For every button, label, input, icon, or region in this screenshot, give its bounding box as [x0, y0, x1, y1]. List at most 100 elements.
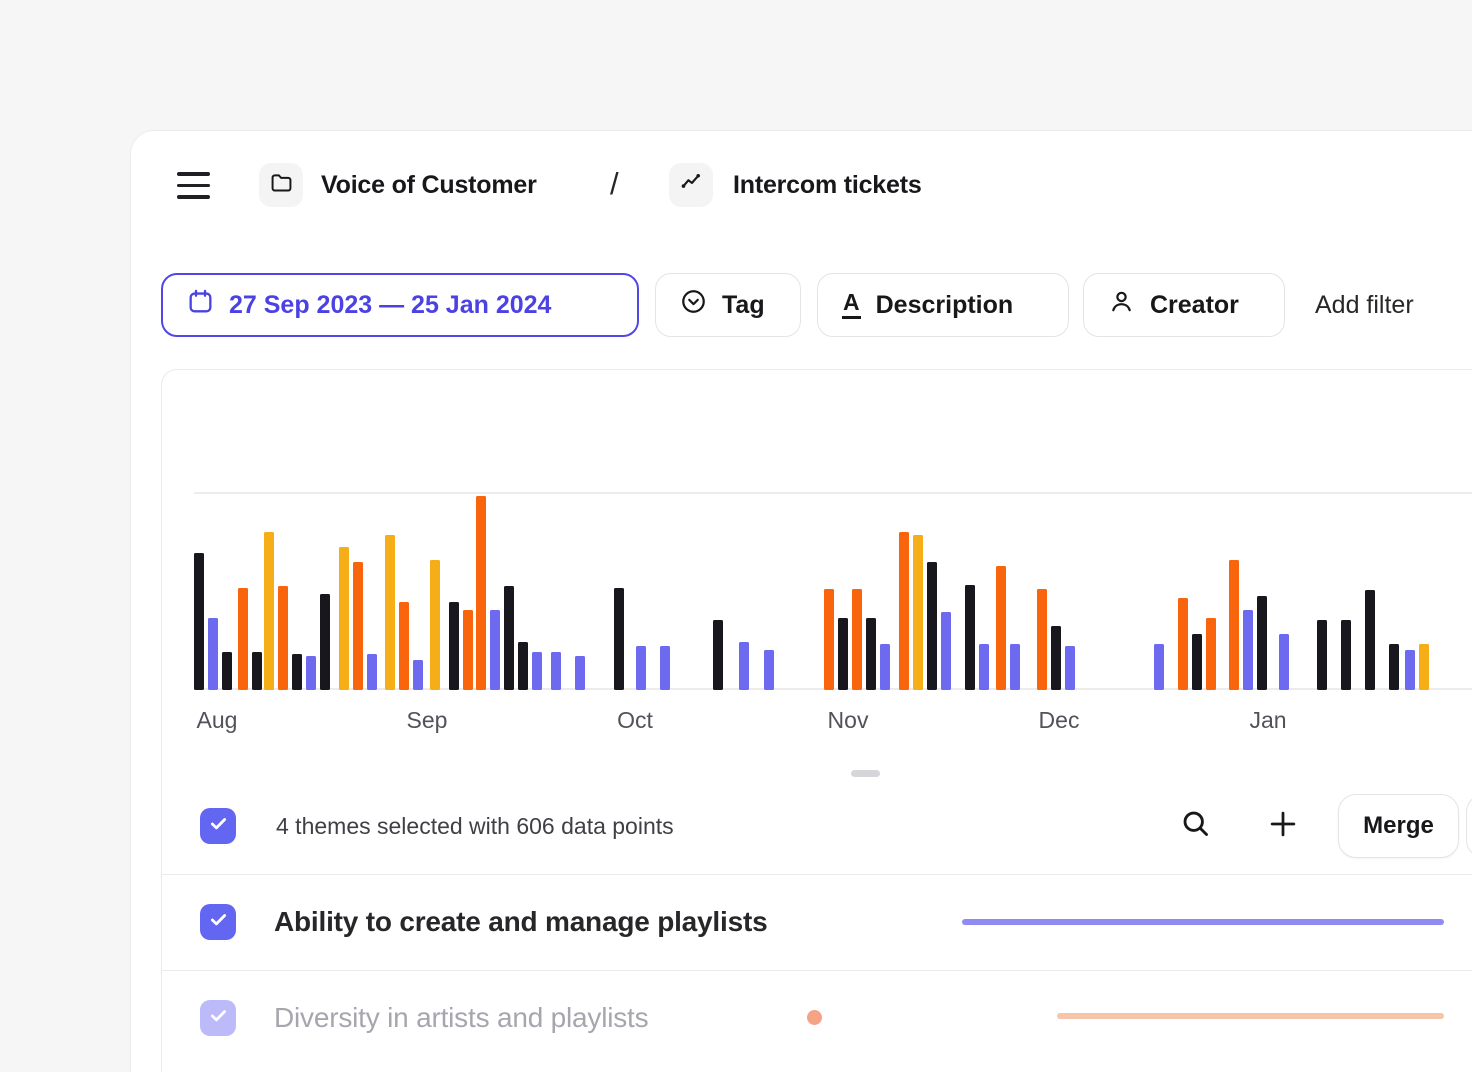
chart-bar[interactable]	[278, 586, 288, 690]
chart-bar[interactable]	[1154, 644, 1164, 690]
chart-bar[interactable]	[913, 535, 923, 690]
chart-bar[interactable]	[838, 618, 848, 690]
add-theme-button[interactable]	[1266, 809, 1300, 843]
chart-bar[interactable]	[575, 656, 585, 690]
theme-color-dot	[807, 1010, 822, 1025]
axis-month-label: Aug	[196, 707, 238, 733]
chart-bar[interactable]	[1317, 620, 1327, 690]
breadcrumb-separator: /	[610, 166, 619, 201]
chart-bar[interactable]	[965, 585, 975, 690]
chart-bar[interactable]	[739, 642, 749, 690]
date-range-filter-button[interactable]: 27 Sep 2023 — 25 Jan 2024	[161, 273, 639, 337]
chart-bar[interactable]	[1243, 610, 1253, 690]
chart-bar[interactable]	[399, 602, 409, 690]
chart-bar[interactable]	[385, 535, 395, 690]
chart-bar[interactable]	[996, 566, 1006, 690]
chart-bar[interactable]	[1341, 620, 1351, 690]
description-filter-label: Description	[875, 290, 1014, 319]
check-icon	[208, 813, 229, 839]
chart-bar[interactable]	[353, 562, 363, 690]
chart-bar[interactable]	[1389, 644, 1399, 690]
chart-bar[interactable]	[1178, 598, 1188, 690]
horizontal-scrollbar[interactable]	[851, 770, 880, 777]
chart-bar[interactable]	[636, 646, 646, 690]
chart-bar[interactable]	[1405, 650, 1415, 690]
chart-bar[interactable]	[1192, 634, 1202, 690]
chart-bar[interactable]	[551, 652, 561, 690]
trend-icon	[679, 170, 704, 200]
axis-month-label: Oct	[617, 707, 653, 733]
chart-bar[interactable]	[339, 547, 349, 690]
chart-bar[interactable]	[430, 560, 440, 690]
add-filter-button[interactable]: Add filter	[1315, 290, 1414, 319]
chart-bar[interactable]	[264, 532, 274, 690]
chart-bar[interactable]	[367, 654, 377, 690]
tag-filter-button[interactable]: Tag	[655, 273, 801, 337]
axis-month-label: Dec	[1038, 707, 1080, 733]
chart-bar[interactable]	[852, 589, 862, 690]
chart-bar[interactable]	[1206, 618, 1216, 690]
chart-bar[interactable]	[1229, 560, 1239, 690]
axis-month-label: Nov	[827, 707, 869, 733]
chart-bar[interactable]	[660, 646, 670, 690]
breadcrumb-report-chip[interactable]	[669, 163, 713, 207]
chart-bar[interactable]	[764, 650, 774, 690]
chart-bar[interactable]	[449, 602, 459, 690]
breadcrumb-item-voice-of-customer[interactable]: Voice of Customer	[321, 171, 537, 199]
tag-icon	[680, 288, 707, 322]
chart-bar[interactable]	[1037, 589, 1047, 690]
chart-bar[interactable]	[1257, 596, 1267, 690]
chart-bar[interactable]	[1010, 644, 1020, 690]
chart-bar[interactable]	[208, 618, 218, 690]
cutoff-button[interactable]	[1466, 794, 1472, 858]
axis-month-label: Jan	[1249, 707, 1287, 733]
theme-sparkline	[962, 919, 1444, 925]
chart-bar[interactable]	[927, 562, 937, 690]
search-button[interactable]	[1179, 809, 1213, 843]
chart-bar[interactable]	[824, 589, 834, 690]
chart-bar[interactable]	[292, 654, 302, 690]
chart-bar[interactable]	[490, 610, 500, 690]
theme-checkbox[interactable]	[200, 1000, 236, 1036]
select-all-checkbox[interactable]	[200, 808, 236, 844]
search-icon	[1180, 808, 1212, 845]
merge-button[interactable]: Merge	[1338, 794, 1459, 858]
chart-bar[interactable]	[463, 610, 473, 690]
chart-bar[interactable]	[1279, 634, 1289, 690]
row-divider	[162, 970, 1472, 971]
breadcrumb-item-intercom-tickets[interactable]: Intercom tickets	[733, 171, 922, 199]
chart-bar[interactable]	[252, 652, 262, 690]
selection-summary: 4 themes selected with 606 data points	[276, 813, 674, 839]
chart-bar[interactable]	[899, 532, 909, 690]
main-card: Voice of Customer / Intercom tickets 27 …	[130, 130, 1472, 1072]
chart-bar[interactable]	[1051, 626, 1061, 690]
chart-bar[interactable]	[713, 620, 723, 690]
hamburger-menu-icon[interactable]	[177, 172, 210, 199]
row-divider	[162, 874, 1472, 875]
chart-bar[interactable]	[413, 660, 423, 690]
creator-filter-button[interactable]: Creator	[1083, 273, 1285, 337]
chart-bar[interactable]	[238, 588, 248, 690]
chart-bar[interactable]	[532, 652, 542, 690]
chart-bar[interactable]	[476, 496, 486, 690]
chart-bar[interactable]	[880, 644, 890, 690]
chart-bar[interactable]	[320, 594, 330, 690]
check-icon	[208, 1005, 229, 1031]
chart-bar[interactable]	[941, 612, 951, 690]
chart-bar[interactable]	[1419, 644, 1429, 690]
description-filter-button[interactable]: A Description	[817, 273, 1069, 337]
chart-bar[interactable]	[614, 588, 624, 690]
creator-filter-label: Creator	[1150, 290, 1239, 319]
theme-checkbox[interactable]	[200, 904, 236, 940]
chart-bar[interactable]	[306, 656, 316, 690]
chart-bar[interactable]	[866, 618, 876, 690]
chart-bar[interactable]	[1065, 646, 1075, 690]
chart-bar[interactable]	[504, 586, 514, 690]
chart-bar[interactable]	[222, 652, 232, 690]
chart-bar[interactable]	[1365, 590, 1375, 690]
chart-bar[interactable]	[518, 642, 528, 690]
breadcrumb-folder-chip[interactable]	[259, 163, 303, 207]
chart-plot	[162, 370, 1472, 690]
chart-bar[interactable]	[979, 644, 989, 690]
chart-bar[interactable]	[194, 553, 204, 690]
